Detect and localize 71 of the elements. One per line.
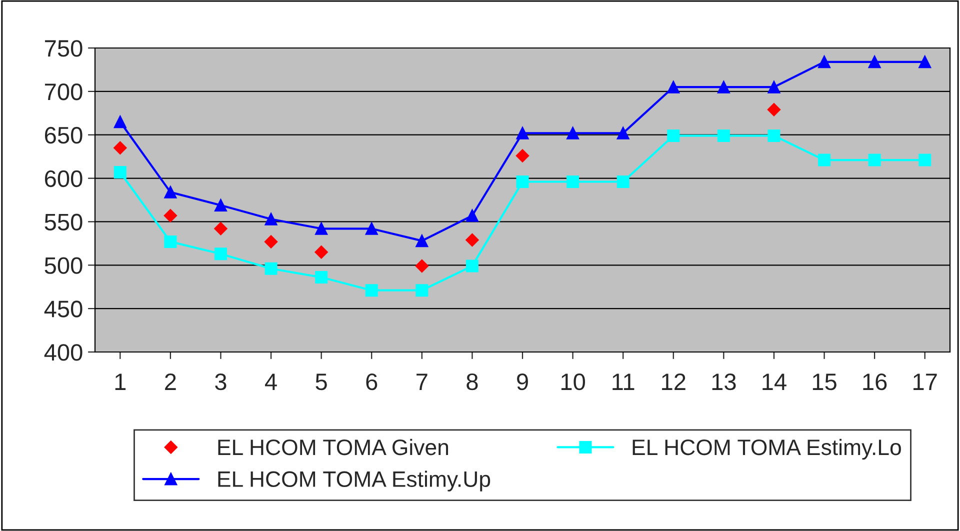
point [616,126,630,140]
y-tick-label: 650 [45,126,82,144]
x-tick-label: 7 [416,374,428,390]
point [314,246,328,259]
point [416,234,428,248]
point [516,176,529,188]
point [466,209,478,222]
y-tick-label: 600 [45,170,82,188]
x-tick-label: 10 [561,373,586,390]
point [818,154,831,166]
point [516,126,529,140]
point [717,80,730,94]
legend-label: EL HCOM TOMA Estimy.Up [218,470,490,492]
x-tick-label: 5 [316,374,327,390]
point [416,284,428,297]
point [365,222,378,235]
x-tick-label: 2 [165,373,176,390]
x-tick-label: 15 [812,374,836,390]
point [868,56,881,68]
point [415,259,428,273]
x-tick-label: 11 [612,374,634,390]
point [315,222,328,235]
x-tick-label: 14 [762,374,786,390]
point [264,262,278,275]
y-tick-label: 550 [44,214,82,230]
x-tick-label: 8 [466,373,478,390]
point [667,80,680,94]
y-tick-label: 450 [44,300,82,318]
x-tick-label: 13 [712,373,736,390]
legend-label: EL HCOM TOMA Estimy.Lo [632,438,901,460]
point [114,166,126,178]
x-tick-label: 1 [115,374,126,390]
x-tick-label: 17 [914,374,937,390]
x-tick-label: 12 [662,373,686,390]
point [164,235,177,248]
y-tick-label: 400 [44,344,82,361]
point [214,198,227,212]
x-tick-label: 9 [517,373,528,390]
point [114,141,127,154]
point [918,56,932,68]
y-tick-label: 700 [45,83,82,100]
point [768,129,780,142]
x-tick-label: 4 [265,374,277,390]
x-tick-label: 16 [863,373,887,390]
point [264,212,278,226]
point [818,56,831,68]
y-tick-label: 500 [44,257,82,274]
point [768,80,780,94]
point [466,260,478,272]
point [164,186,177,198]
point [566,126,580,140]
point [918,154,932,166]
legend-label: EL HCOM TOMA Given [218,438,448,456]
point [264,235,278,248]
point [566,176,580,188]
x-tick-label: 3 [215,373,226,390]
point [164,209,178,222]
point [767,103,781,116]
point [315,271,328,284]
point [616,176,630,188]
point [717,129,730,142]
y-tick-label: 750 [45,40,82,57]
point [365,284,378,297]
point [114,116,126,128]
point [466,233,479,247]
point [667,129,680,142]
point [516,149,530,162]
point [868,154,881,166]
point [214,222,228,236]
x-tick-label: 6 [366,373,378,390]
point [214,248,227,260]
